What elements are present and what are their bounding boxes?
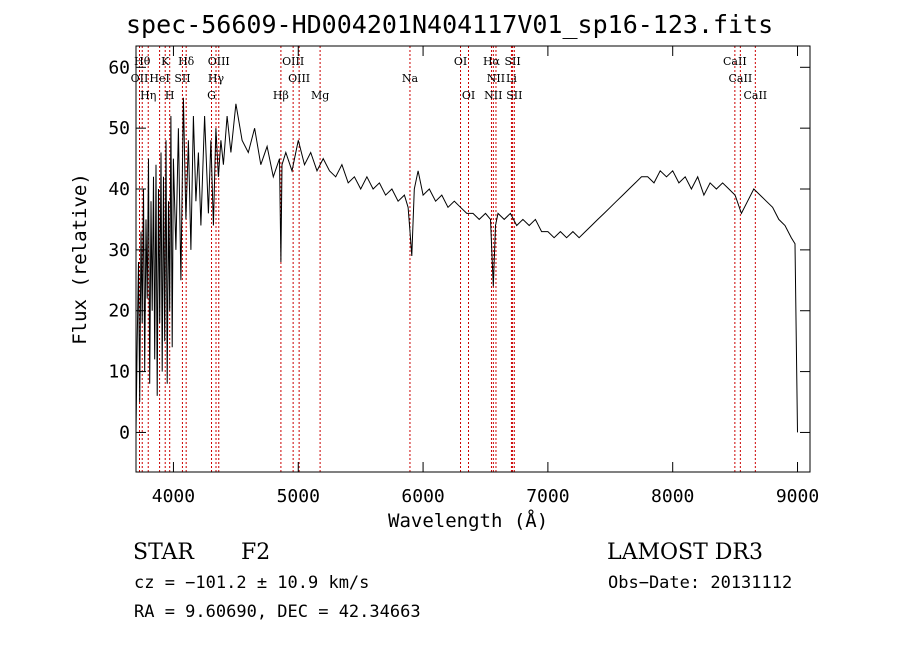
- line-label-26: CaII: [743, 89, 767, 102]
- x-tick-label-3: 7000: [526, 486, 569, 507]
- line-label-9: OII: [131, 72, 149, 85]
- line-label-21: Mg: [311, 89, 329, 102]
- x-tick-label-0: 4000: [152, 486, 195, 507]
- line-label-1: K: [161, 55, 170, 68]
- coordinates-radec: RA = 9.60690, DEC = 42.34663: [134, 602, 421, 622]
- line-label-11: SII: [174, 72, 190, 85]
- y-tick-label-4: 40: [108, 179, 130, 200]
- observation-date: Obs−Date: 20131112: [608, 573, 793, 593]
- y-tick-label-2: 20: [108, 301, 130, 322]
- redshift-cz: cz = −101.2 ± 10.9 km/s: [134, 573, 370, 593]
- line-label-7: SII: [504, 55, 520, 68]
- line-label-2: Hδ: [178, 55, 195, 68]
- line-label-6: Hα: [483, 55, 501, 68]
- y-tick-label-6: 60: [108, 57, 130, 78]
- line-label-16: CaII: [729, 72, 753, 85]
- y-tick-label-3: 30: [108, 240, 130, 261]
- y-tick-label-5: 50: [108, 118, 130, 139]
- line-label-19: G: [207, 89, 216, 102]
- line-label-4: OIII: [282, 55, 304, 68]
- line-label-23: OI: [462, 89, 475, 102]
- y-tick-label-1: 10: [108, 362, 130, 383]
- line-label-18: H: [165, 89, 175, 102]
- line-label-3: OIII: [208, 55, 230, 68]
- line-label-8: CaII: [723, 55, 747, 68]
- line-label-12: Hγ: [208, 72, 225, 85]
- line-label-20: Hβ: [273, 89, 289, 102]
- object-subclass: F2: [241, 540, 271, 565]
- y-tick-label-0: 0: [119, 422, 130, 443]
- chart-title: spec-56609-HD004201N404117V01_sp16-123.f…: [126, 10, 774, 39]
- survey-name: LAMOST DR3: [607, 540, 763, 565]
- spectrum-line: [135, 97, 798, 433]
- plot-frame: [135, 45, 811, 473]
- line-label-17: Hη: [140, 89, 156, 102]
- line-label-13: OIII: [288, 72, 310, 85]
- line-label-15: Li: [506, 72, 517, 85]
- line-label-10: HeI: [149, 72, 169, 85]
- object-class: STAR: [133, 540, 194, 565]
- spectral-line-markers: [138, 46, 756, 472]
- x-tick-label-2: 6000: [401, 486, 444, 507]
- line-label-25: SII: [506, 89, 522, 102]
- line-label-5: OI: [454, 55, 467, 68]
- x-axis-label: Wavelength (Å): [388, 510, 549, 532]
- line-label-14: NII: [487, 72, 505, 85]
- x-tick-label-5: 9000: [776, 486, 819, 507]
- y-axis-label: Flux (relative): [68, 173, 91, 345]
- line-label-0: Hθ: [134, 55, 151, 68]
- y-axis-ticks: 0 10 20 30 40 50 60: [108, 57, 810, 443]
- x-axis-ticks: 4000 5000 6000 7000 8000 9000: [152, 46, 819, 507]
- line-label-22: Na: [402, 72, 419, 85]
- x-tick-label-1: 5000: [277, 486, 320, 507]
- line-label-24: NII: [484, 89, 502, 102]
- x-tick-label-4: 8000: [651, 486, 694, 507]
